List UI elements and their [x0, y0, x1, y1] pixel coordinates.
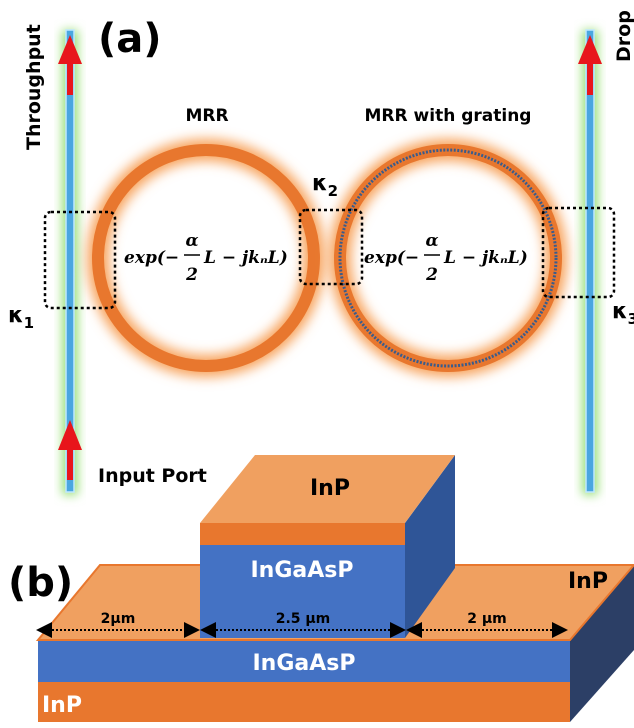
formula-tail: L − jkₙL) [443, 248, 528, 268]
ring-title: MRR with grating [365, 106, 532, 126]
panel-label: (a) [98, 16, 162, 62]
layer-label: InGaAsP [253, 651, 356, 676]
port-label: Throughput [23, 24, 45, 150]
formula-lead: exp(− [364, 248, 419, 268]
dimension-label: 2µm [101, 611, 136, 627]
ridge-cap-front [200, 523, 405, 545]
port-label: Input Port [98, 465, 207, 487]
symbol: κ [8, 303, 24, 328]
dimension-label: 2.5 µm [276, 611, 331, 627]
formula-num: α [185, 231, 198, 251]
symbol: κ [312, 171, 328, 196]
formula-num: α [425, 231, 438, 251]
coupling-label: κ1 [8, 303, 34, 332]
ring-title: MRR [185, 106, 228, 126]
symbol: κ [612, 299, 628, 324]
formula: exp(− α 2 L − jkₙL) [364, 231, 528, 285]
formula-tail: L − jkₙL) [203, 248, 288, 268]
subscript: 1 [24, 314, 34, 332]
figure: (a) Throughput Drop Input Port MRR MRR w… [0, 0, 634, 728]
coupling-label: κ2 [312, 171, 338, 200]
formula-den: 2 [185, 265, 198, 285]
formula-lead: exp(− [124, 248, 179, 268]
formula: exp(− α 2 L − jkₙL) [124, 231, 288, 285]
layer-label: InP [310, 476, 350, 501]
panel-label: (b) [8, 560, 73, 606]
subscript: 3 [628, 310, 634, 328]
port-label: Drop [613, 10, 634, 62]
subscript: 2 [328, 182, 338, 200]
drop-waveguide [586, 30, 594, 492]
layer-label: InP [42, 693, 82, 718]
layer-label: InP [568, 569, 608, 594]
panel-b: (b) InP InGaAsP InP 2µm 2.5 µm 2 µm InGa… [8, 455, 634, 722]
panel-a: (a) Throughput Drop Input Port MRR MRR w… [8, 10, 634, 495]
formula-den: 2 [425, 265, 438, 285]
substrate [38, 682, 570, 722]
coupling-label: κ3 [612, 299, 634, 328]
dimension-label: 2 µm [467, 611, 507, 627]
layer-label: InGaAsP [251, 558, 354, 583]
